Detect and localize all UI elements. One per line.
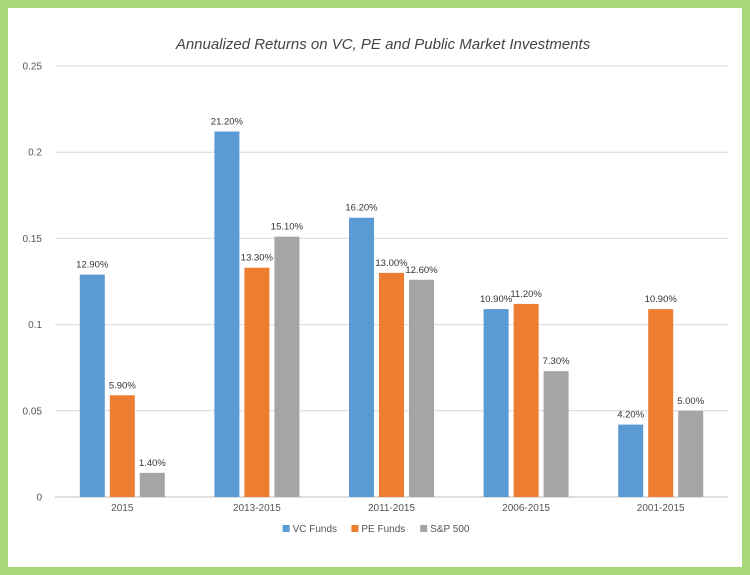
data-label: 12.90% [76, 260, 109, 271]
data-label: 5.90% [109, 380, 136, 391]
y-tick-label: 0.25 [23, 62, 43, 73]
bar-vc-funds [79, 274, 105, 497]
bar-pe-funds [379, 272, 404, 497]
bar-s-p-500 [409, 279, 434, 497]
y-tick-label: 0.15 [23, 234, 43, 245]
bar-s-p-500 [139, 472, 165, 497]
data-label: 1.40% [139, 458, 166, 469]
data-label: 4.20% [617, 410, 644, 421]
data-label: 21.20% [211, 117, 244, 128]
legend-swatch [420, 525, 428, 532]
data-label: 7.30% [543, 356, 570, 367]
data-label: 16.20% [345, 203, 378, 214]
bar-vc-funds [618, 424, 644, 497]
bar-pe-funds [513, 303, 539, 497]
legend-label: S&P 500 [430, 524, 470, 535]
bar-pe-funds [648, 309, 674, 497]
data-label: 10.90% [645, 294, 678, 305]
data-label: 11.20% [510, 289, 542, 300]
data-label: 13.30% [241, 253, 274, 264]
data-label: 10.90% [480, 294, 513, 305]
bar-chart: Annualized Returns on VC, PE and Public … [23, 36, 728, 535]
y-tick-label: 0.1 [28, 320, 42, 331]
legend-swatch [282, 525, 290, 532]
bars: 12.90% 5.90% 1.40% 21.20% 13.30% 15.10% 16.20%… [76, 117, 705, 497]
bar-pe-funds [244, 267, 270, 497]
x-tick-label: 2015 [111, 503, 134, 514]
x-axis: 2015 2013-2015 2011-2015 2006-2015 2001-2015 [111, 503, 685, 514]
x-tick-label: 2011-2015 [368, 503, 416, 514]
bar-s-p-500 [678, 410, 704, 497]
y-tick-label: 0 [36, 493, 42, 504]
legend-label: VC Funds [293, 524, 337, 535]
legend-label: PE Funds [361, 524, 405, 535]
data-label: 5.00% [677, 396, 704, 407]
bar-vc-funds [214, 131, 240, 497]
bar-s-p-500 [543, 371, 569, 497]
data-label: 13.00% [375, 258, 408, 269]
bar-vc-funds [349, 217, 374, 497]
x-tick-label: 2001-2015 [637, 503, 685, 514]
bar-vc-funds [483, 309, 509, 497]
y-tick-label: 0.2 [28, 148, 42, 159]
x-tick-label: 2006-2015 [502, 503, 550, 514]
y-tick-label: 0.05 [23, 406, 43, 417]
chart-title: Annualized Returns on VC, PE and Public … [175, 36, 591, 53]
chart-frame: Annualized Returns on VC, PE and Public … [8, 8, 742, 567]
x-tick-label: 2013-2015 [233, 503, 281, 514]
legend: VC Funds PE Funds S&P 500 [282, 524, 470, 535]
bar-pe-funds [109, 395, 135, 497]
data-label: 15.10% [271, 222, 304, 233]
bar-s-p-500 [274, 236, 300, 497]
legend-swatch [351, 525, 359, 532]
y-axis: 0 0.05 0.1 0.15 0.2 0.25 [23, 62, 43, 504]
data-label: 12.60% [405, 265, 438, 276]
